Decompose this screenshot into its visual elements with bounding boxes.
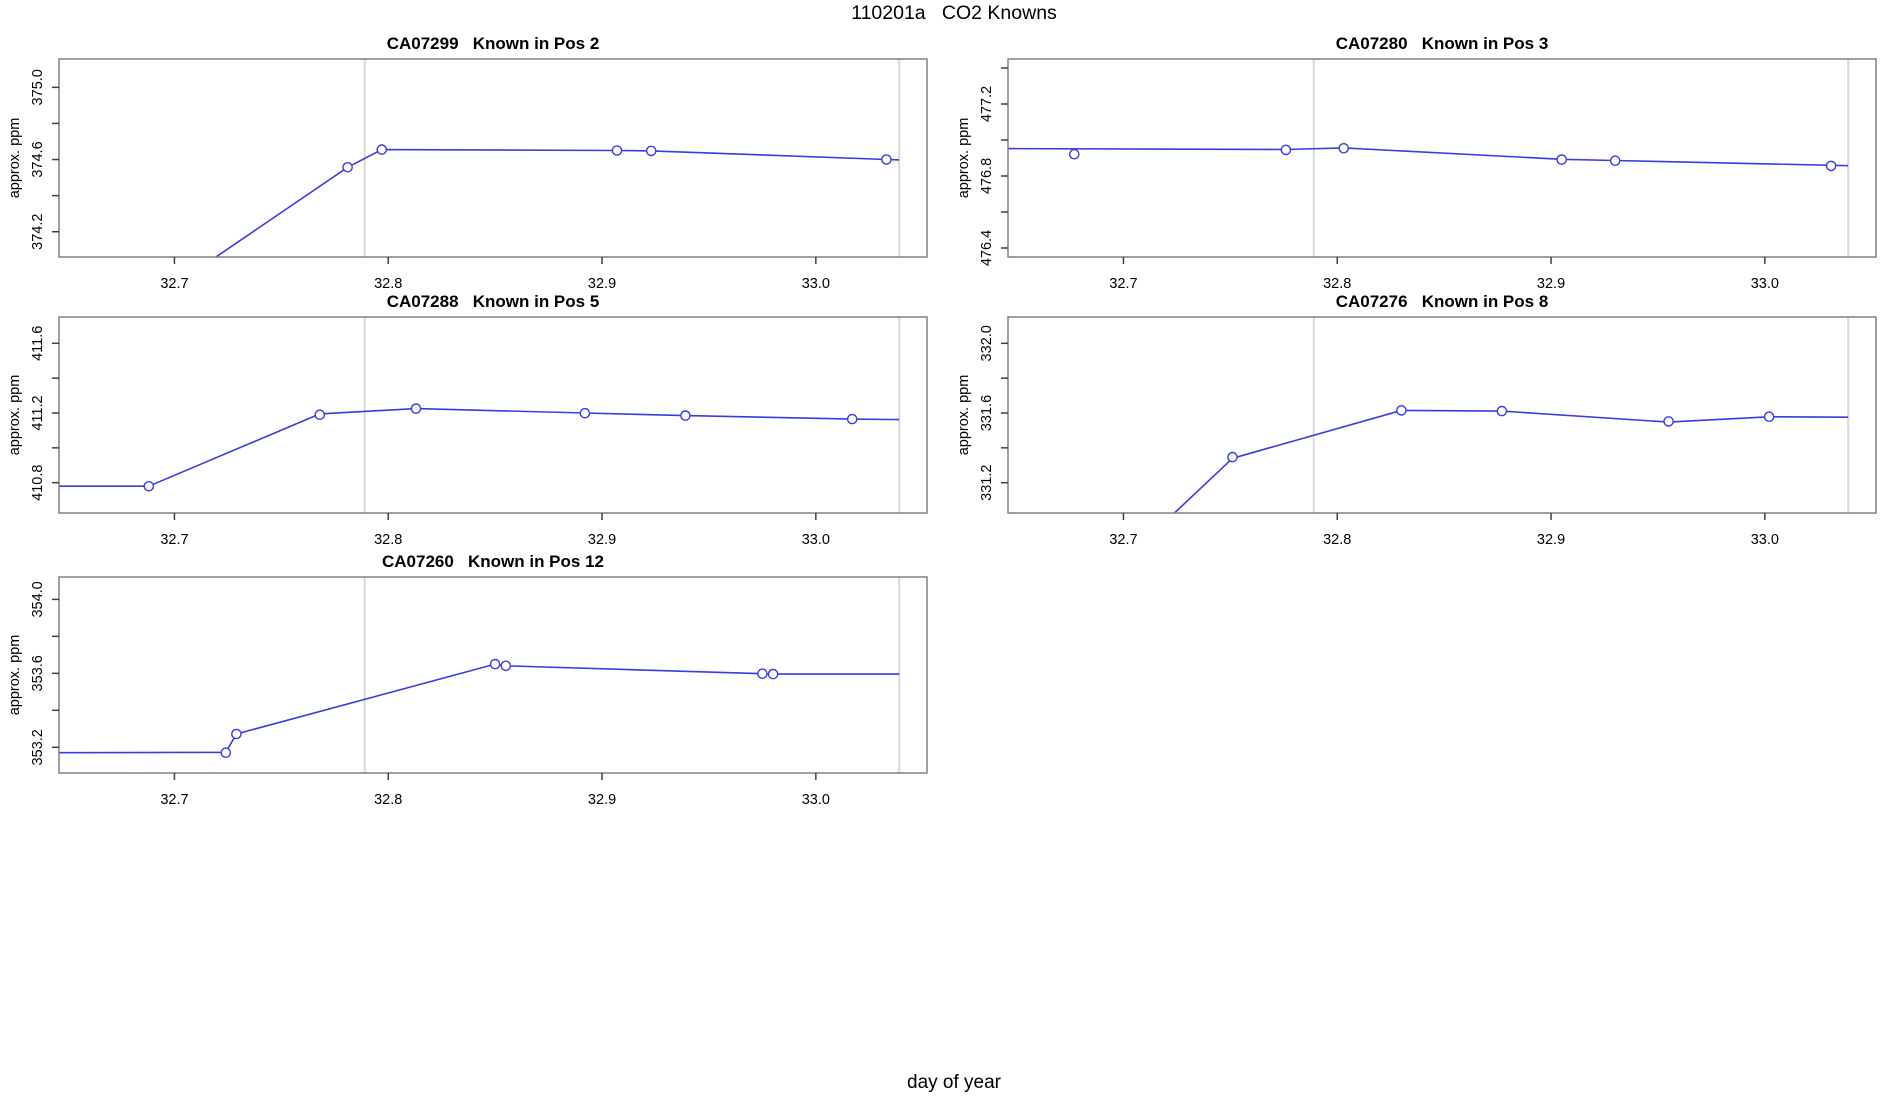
data-point-marker <box>1496 405 1508 417</box>
data-point-marker <box>1338 142 1349 154</box>
data-point-marker <box>1663 416 1674 427</box>
panel-CA07288: 32.7 32.8 32.9 33.0 410.8 411.2 411.6 approx. p… <box>7 292 928 548</box>
panel-title: CA07276 Known in Pos 8 <box>1336 292 1549 311</box>
x-tick-label: 32.9 <box>588 532 616 548</box>
panel-border <box>58 58 928 258</box>
data-point-marker <box>846 413 858 425</box>
x-axis-label: day of year <box>907 1072 1001 1093</box>
data-point-marker <box>1280 144 1292 156</box>
x-tick-label: 32.9 <box>588 276 616 292</box>
data-point-marker <box>500 660 512 672</box>
data-line <box>1173 409 1849 513</box>
y-tick-label: 353.2 <box>30 729 46 765</box>
x-tick-label: 32.8 <box>374 276 402 292</box>
data-point-marker <box>231 728 242 740</box>
x-tick-label: 32.8 <box>1323 532 1351 548</box>
data-point-marker <box>757 668 768 680</box>
x-tick-label: 32.7 <box>160 276 188 292</box>
y-tick-label: 410.8 <box>30 465 46 501</box>
panel-title: CA07280 Known in Pos 3 <box>1336 34 1549 53</box>
x-tick-label: 32.8 <box>374 532 402 548</box>
data-point-marker <box>1227 451 1238 463</box>
y-tick-label: 477.2 <box>979 86 995 122</box>
y-tick-label: 331.2 <box>979 465 995 501</box>
y-tick-label: 411.2 <box>30 395 46 430</box>
data-point-marker <box>645 145 657 157</box>
data-line <box>214 148 900 257</box>
panel-border <box>1007 58 1877 258</box>
data-point-marker <box>611 145 623 156</box>
x-tick-label: 32.9 <box>1537 532 1565 548</box>
x-tick-label: 33.0 <box>802 532 830 548</box>
y-axis-label: approx. ppm <box>956 118 972 199</box>
panel-title: CA07299 Known in Pos 2 <box>387 34 600 53</box>
y-tick-label: 332.0 <box>979 325 995 361</box>
x-tick-label: 32.8 <box>1323 276 1351 292</box>
data-point-marker <box>342 161 353 173</box>
data-point-marker <box>767 668 779 680</box>
y-axis-label: approx. ppm <box>7 375 23 456</box>
data-point-marker <box>1763 411 1775 423</box>
y-tick-label: 476.4 <box>979 230 995 266</box>
y-axis-label: approx. ppm <box>956 375 972 456</box>
panel-CA07280: 32.7 32.8 32.9 33.0 476.4 476.8 477.2 approx. p… <box>956 34 1877 292</box>
y-axis-label: approx. ppm <box>7 118 23 199</box>
x-tick-label: 32.7 <box>1109 532 1137 548</box>
panel-border <box>1007 316 1877 514</box>
x-tick-label: 32.7 <box>160 792 188 808</box>
y-tick-label: 331.6 <box>979 395 995 431</box>
y-tick-label: 375.0 <box>30 69 46 105</box>
y-tick-label: 353.6 <box>30 655 46 691</box>
panel-CA07299: 32.7 32.8 32.9 33.0 374.2 374.6 375.0 approx. p… <box>7 34 928 292</box>
y-tick-label: 354.0 <box>30 581 46 617</box>
data-point-marker <box>489 658 501 670</box>
data-point-marker <box>410 403 422 414</box>
panel-CA07276: 32.7 32.8 32.9 33.0 331.2 331.6 332.0 approx. p… <box>956 292 1877 548</box>
y-tick-label: 476.8 <box>979 158 995 194</box>
data-point-marker <box>1609 155 1621 166</box>
data-point-marker <box>1396 405 1407 416</box>
x-tick-label: 32.9 <box>588 792 616 808</box>
x-tick-label: 32.8 <box>374 792 402 808</box>
panel-CA07260: 32.7 32.8 32.9 33.0 353.2 353.6 354.0 approx. p… <box>7 552 928 808</box>
x-tick-label: 33.0 <box>802 276 830 292</box>
main-title: 110201a CO2 Knowns <box>851 2 1057 24</box>
data-point-marker <box>579 407 591 419</box>
data-point-marker <box>376 144 388 155</box>
data-point-marker <box>881 154 892 165</box>
x-tick-label: 33.0 <box>802 792 830 808</box>
data-point-marker <box>1069 148 1080 160</box>
data-point-marker <box>143 480 155 492</box>
y-axis-label: approx. ppm <box>7 635 23 716</box>
data-point-marker <box>1825 160 1837 172</box>
data-line <box>1008 147 1849 167</box>
x-tick-label: 32.9 <box>1537 276 1565 292</box>
data-point-marker <box>314 409 326 421</box>
panel-border <box>58 316 928 514</box>
x-tick-label: 32.7 <box>160 532 188 548</box>
panel-title: CA07260 Known in Pos 12 <box>382 552 604 571</box>
y-tick-label: 374.2 <box>30 214 46 250</box>
data-point-marker <box>220 747 232 759</box>
y-tick-label: 374.6 <box>30 141 46 177</box>
panel-border <box>58 576 928 774</box>
y-tick-label: 411.6 <box>30 326 46 361</box>
data-point-marker <box>1556 154 1567 165</box>
x-tick-label: 33.0 <box>1751 276 1779 292</box>
x-tick-label: 32.7 <box>1109 276 1137 292</box>
x-tick-label: 33.0 <box>1751 532 1779 548</box>
panel-title: CA07288 Known in Pos 5 <box>387 292 600 311</box>
data-line <box>59 407 900 488</box>
data-point-marker <box>680 410 691 421</box>
